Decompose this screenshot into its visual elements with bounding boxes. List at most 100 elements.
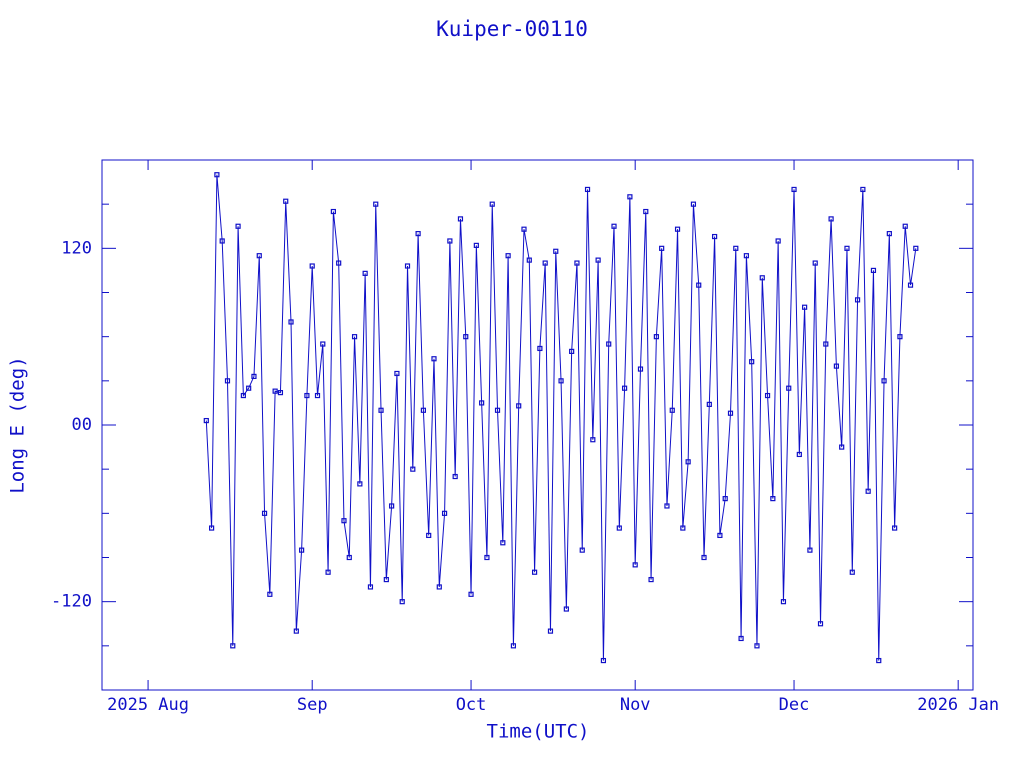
data-point	[659, 245, 665, 251]
data-point	[447, 238, 453, 244]
data-point	[627, 194, 633, 200]
data-point	[230, 643, 236, 649]
data-point	[463, 334, 469, 340]
data-point	[611, 223, 617, 229]
data-point	[484, 554, 490, 561]
data-point	[621, 385, 628, 391]
data-point	[362, 270, 368, 276]
y-axis-label: Long E (deg)	[7, 356, 29, 493]
data-point	[389, 503, 395, 509]
data-point	[701, 554, 707, 561]
data-point	[479, 400, 485, 406]
data-point	[542, 260, 548, 266]
data-point	[653, 334, 659, 340]
data-point	[637, 366, 644, 372]
data-point	[685, 459, 691, 465]
data-point	[674, 226, 681, 232]
data-point	[505, 253, 511, 259]
data-point	[876, 657, 882, 664]
data-point	[733, 245, 739, 251]
data-point	[314, 392, 321, 399]
data-point	[436, 584, 442, 590]
data-point	[780, 599, 787, 605]
data-point	[256, 253, 262, 259]
x-tick-label: 2025 Aug	[107, 695, 189, 715]
data-point	[293, 628, 299, 634]
data-point	[494, 407, 501, 413]
data-point	[500, 540, 506, 546]
x-axis-label: Time(UTC)	[487, 721, 590, 743]
data-point	[209, 525, 215, 531]
data-point	[574, 260, 580, 266]
data-point	[367, 584, 374, 590]
data-point	[251, 373, 257, 380]
data-point	[214, 172, 220, 178]
data-point	[743, 253, 749, 259]
data-point	[415, 231, 421, 237]
data-point	[764, 392, 771, 399]
data-point	[828, 216, 834, 222]
data-point	[579, 547, 585, 553]
data-point	[272, 388, 278, 394]
data-point	[759, 275, 765, 281]
data-point	[267, 591, 273, 597]
data-point	[754, 643, 760, 649]
data-point	[600, 657, 607, 664]
data-point	[865, 488, 871, 494]
data-point	[854, 297, 861, 303]
data-point	[521, 226, 527, 232]
data-point	[643, 208, 649, 215]
data-point	[833, 363, 839, 369]
data-point	[277, 390, 284, 396]
data-point	[870, 267, 877, 274]
data-point	[807, 547, 813, 553]
data-point	[849, 569, 855, 575]
data-point	[325, 569, 331, 575]
data-point	[330, 208, 336, 215]
x-tick-label: Nov	[620, 695, 651, 715]
data-point	[907, 282, 914, 288]
data-point	[383, 576, 389, 583]
data-point	[441, 510, 448, 516]
data-point	[346, 554, 352, 561]
data-point	[791, 186, 797, 193]
data-point	[351, 334, 358, 340]
data-point	[283, 198, 289, 204]
data-point	[817, 621, 824, 627]
data-point	[886, 231, 892, 237]
data-point	[246, 385, 252, 391]
data-point	[839, 444, 845, 450]
data-point	[510, 643, 517, 649]
data-point	[749, 359, 755, 365]
data-point	[553, 248, 559, 254]
data-point	[812, 260, 818, 266]
data-point	[775, 238, 781, 244]
data-point	[304, 392, 310, 399]
data-point	[404, 263, 411, 269]
data-point	[547, 628, 554, 634]
data-point	[632, 562, 638, 568]
data-point	[394, 370, 400, 377]
data-point	[261, 510, 268, 516]
data-point	[240, 392, 246, 399]
data-point	[378, 407, 384, 413]
data-point	[558, 378, 564, 384]
data-point	[235, 223, 241, 229]
data-point	[531, 569, 538, 575]
data-point	[616, 525, 622, 531]
data-point	[203, 417, 209, 424]
data-point	[902, 223, 908, 229]
data-point	[590, 437, 596, 443]
data-point	[680, 525, 686, 531]
data-point	[860, 186, 866, 193]
data-point	[399, 599, 405, 605]
data-point	[526, 257, 532, 263]
data-point	[669, 407, 675, 413]
data-point	[357, 481, 363, 487]
data-point	[341, 518, 347, 524]
y-tick-label: 00	[72, 415, 92, 435]
data-point	[420, 407, 426, 413]
x-tick-label: Dec	[779, 695, 810, 715]
data-point	[373, 201, 379, 207]
data-point	[892, 525, 898, 531]
